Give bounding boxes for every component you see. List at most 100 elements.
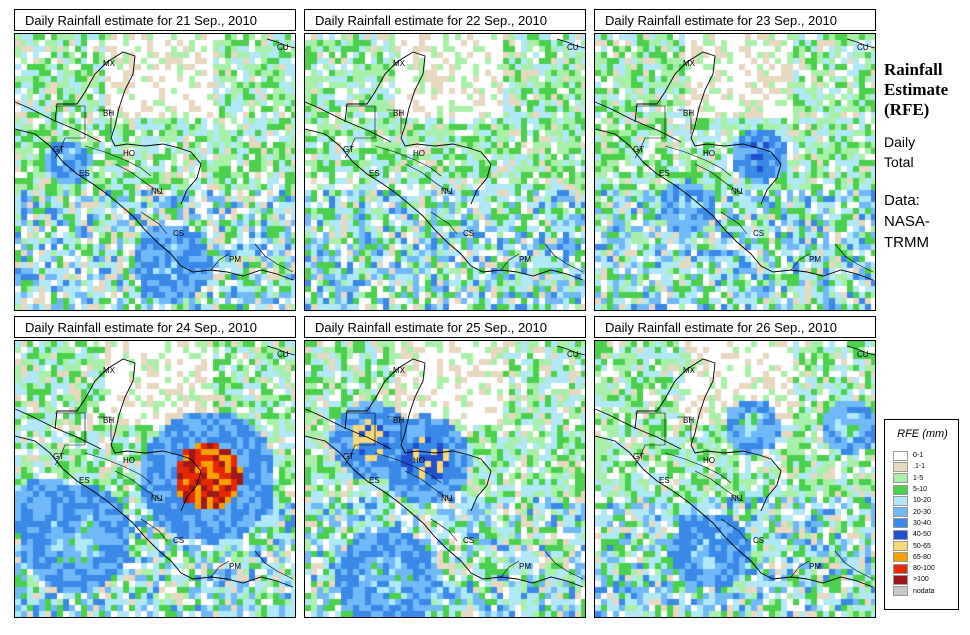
- legend-swatch: [893, 574, 908, 585]
- side-daily-total: Daily Total: [884, 132, 966, 172]
- country-label-cs: CS: [753, 229, 764, 238]
- legend-swatch: [893, 529, 908, 540]
- country-label-ho: HO: [123, 456, 135, 465]
- country-label-gt: GT: [53, 452, 64, 461]
- country-label-es: ES: [79, 169, 90, 178]
- legend-swatch: [893, 450, 908, 461]
- country-label-cu: CU: [277, 43, 289, 52]
- panel-title: Daily Rainfall estimate for 23 Sep., 201…: [594, 9, 876, 31]
- rainfall-map: MX BH GT HO ES NU CS PM CU: [14, 33, 296, 311]
- country-label-mx: MX: [393, 366, 406, 375]
- side-title-line2: Estimate: [884, 80, 949, 99]
- country-label-gt: GT: [633, 145, 644, 154]
- legend-label: 50-65: [913, 542, 931, 550]
- country-label-nu: NU: [731, 494, 743, 503]
- country-label-ho: HO: [703, 456, 715, 465]
- legend-row: 5-10: [893, 484, 935, 495]
- country-label-mx: MX: [103, 59, 116, 68]
- panel-title: Daily Rainfall estimate for 24 Sep., 201…: [14, 316, 296, 338]
- side-data2: NASA-: [884, 213, 930, 230]
- country-label-nu: NU: [441, 494, 453, 503]
- country-label-pm: PM: [229, 255, 241, 264]
- country-label-cu: CU: [567, 43, 579, 52]
- country-label-nu: NU: [151, 187, 163, 196]
- legend-row: nodata: [893, 586, 935, 597]
- country-label-es: ES: [369, 476, 380, 485]
- country-label-ho: HO: [123, 149, 135, 158]
- country-label-es: ES: [79, 476, 90, 485]
- country-borders: MX BH GT HO ES NU CS PM CU: [305, 345, 585, 588]
- legend-swatch: [893, 507, 908, 518]
- country-label-ho: HO: [413, 456, 425, 465]
- legend-row: 30-40: [893, 518, 935, 529]
- country-borders: MX BH GT HO ES NU CS PM CU: [595, 345, 875, 588]
- rainfall-grid: [15, 34, 295, 310]
- legend-row: 0-1: [893, 450, 935, 461]
- legend-label: 80-100: [913, 565, 935, 573]
- country-label-gt: GT: [53, 145, 64, 154]
- legend-label: 40-50: [913, 531, 931, 539]
- legend-title: RFE (mm): [897, 428, 948, 440]
- legend-row: 80-100: [893, 563, 935, 574]
- country-label-cu: CU: [857, 43, 869, 52]
- rainfall-grid: [15, 341, 295, 617]
- country-label-ho: HO: [703, 149, 715, 158]
- country-label-bh: BH: [103, 109, 114, 118]
- legend-label: 30-40: [913, 519, 931, 527]
- rainfall-map: MX BH GT HO ES NU CS PM CU: [304, 33, 586, 311]
- country-label-bh: BH: [103, 416, 114, 425]
- country-label-cs: CS: [463, 229, 474, 238]
- country-label-cs: CS: [753, 536, 764, 545]
- country-label-pm: PM: [809, 255, 821, 264]
- legend-label: 10-20: [913, 497, 931, 505]
- country-borders: MX BH GT HO ES NU CS PM CU: [15, 345, 295, 588]
- country-label-cu: CU: [277, 350, 289, 359]
- country-label-es: ES: [659, 169, 670, 178]
- legend-row: 1-5: [893, 473, 935, 484]
- legend-row: 65-80: [893, 552, 935, 563]
- rainfall-map: MX BH GT HO ES NU CS PM CU: [594, 33, 876, 311]
- panel-title: Daily Rainfall estimate for 21 Sep., 201…: [14, 9, 296, 31]
- legend-swatch: [893, 473, 908, 484]
- country-label-pm: PM: [519, 255, 531, 264]
- legend-row: >100: [893, 574, 935, 585]
- country-label-cu: CU: [567, 350, 579, 359]
- country-label-gt: GT: [343, 452, 354, 461]
- side-title-line1: Rainfall: [884, 60, 943, 79]
- legend-label: 1-5: [913, 474, 924, 482]
- panel-26: Daily Rainfall estimate for 26 Sep., 201…: [594, 316, 876, 618]
- side-title: Rainfall Estimate (RFE): [884, 60, 966, 120]
- panel-title: Daily Rainfall estimate for 25 Sep., 201…: [304, 316, 586, 338]
- panel-title: Daily Rainfall estimate for 22 Sep., 201…: [304, 9, 586, 31]
- country-label-mx: MX: [103, 366, 116, 375]
- rainfall-map: MX BH GT HO ES NU CS PM CU: [304, 340, 586, 618]
- country-borders: MX BH GT HO ES NU CS PM CU: [595, 38, 875, 281]
- country-borders: MX BH GT HO ES NU CS PM CU: [305, 38, 585, 281]
- country-label-bh: BH: [683, 416, 694, 425]
- rfe-legend: RFE (mm) 0-1 .1-1 1-5 5-10 10-20 20-30 30-40 40…: [884, 419, 959, 610]
- side-data1: Data:: [884, 192, 920, 209]
- country-label-cs: CS: [173, 536, 184, 545]
- country-label-bh: BH: [393, 109, 404, 118]
- legend-label: 65-80: [913, 553, 931, 561]
- rainfall-grid: [305, 341, 585, 617]
- country-label-mx: MX: [683, 59, 696, 68]
- country-label-pm: PM: [229, 562, 241, 571]
- legend-swatch: [893, 563, 908, 574]
- legend-row: 10-20: [893, 495, 935, 506]
- country-label-bh: BH: [683, 109, 694, 118]
- legend-row: 50-65: [893, 540, 935, 552]
- country-label-gt: GT: [633, 452, 644, 461]
- panel-22: Daily Rainfall estimate for 22 Sep., 201…: [304, 9, 586, 311]
- country-label-nu: NU: [731, 187, 743, 196]
- legend-row: .1-1: [893, 461, 935, 472]
- legend-swatch: [893, 541, 908, 552]
- country-label-mx: MX: [393, 59, 406, 68]
- country-label-gt: GT: [343, 145, 354, 154]
- panel-23: Daily Rainfall estimate for 23 Sep., 201…: [594, 9, 876, 311]
- country-label-cs: CS: [173, 229, 184, 238]
- country-label-es: ES: [369, 169, 380, 178]
- rainfall-grid: [595, 341, 875, 617]
- side-sub2: Total: [884, 154, 914, 170]
- rainfall-grid: [595, 34, 875, 310]
